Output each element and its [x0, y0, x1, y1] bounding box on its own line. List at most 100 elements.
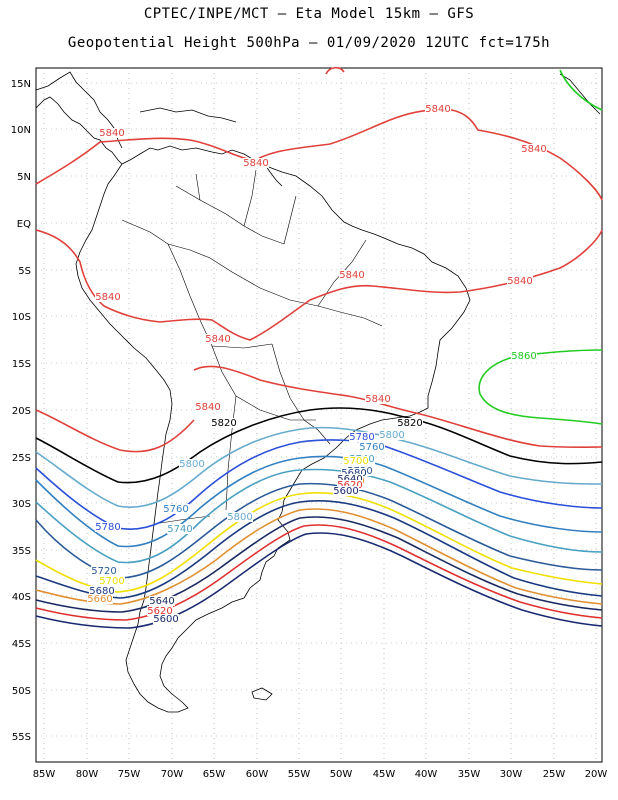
- lat-tick-label: 15S: [12, 359, 31, 370]
- contour-5620-line: [35, 524, 603, 621]
- contour-label-bg: [337, 474, 363, 484]
- caribbean-islands: [139, 107, 237, 123]
- contour-5620-label: 5620: [337, 480, 362, 491]
- contour-5600-label: 5600: [333, 486, 358, 497]
- lon-tick-label: 60W: [246, 769, 269, 780]
- contour-5620-label: 5620: [147, 606, 172, 617]
- title-line-1: CPTEC/INPE/MCT – Eta Model 15km – GFS: [143, 6, 475, 22]
- contour-5840-label: 5840: [521, 144, 546, 155]
- contour-label-bg: [167, 524, 193, 534]
- lon-tick-label: 20W: [585, 769, 608, 780]
- lat-tick-label: 10S: [12, 312, 31, 323]
- contour-5840-line: [325, 66, 345, 75]
- contour-5800-label: 5800: [227, 512, 252, 523]
- contour-5840-label: 5840: [365, 394, 390, 405]
- contour-label-bg: [333, 486, 359, 496]
- contour-label-bg: [379, 430, 405, 440]
- contour-5720-label: 5720: [91, 566, 116, 577]
- contour-5840-label: 5840: [243, 158, 268, 169]
- contour-label-bg: [511, 351, 537, 361]
- contour-label-bg: [339, 270, 365, 280]
- contour-label-bg: [205, 334, 231, 344]
- lat-tick-label: 50S: [12, 686, 31, 697]
- contour-5840-line: [35, 409, 195, 453]
- contour-5600-label: 5600: [153, 614, 178, 625]
- contour-label-bg: [153, 614, 179, 624]
- contour-lines: [35, 66, 603, 629]
- contour-5780-label: 5780: [349, 432, 374, 443]
- lat-tick-label: EQ: [17, 219, 31, 230]
- lon-tick-label: 35W: [458, 769, 481, 780]
- lon-tick-label: 80W: [76, 769, 99, 780]
- contour-5600-line: [35, 532, 603, 629]
- contour-label-bg: [195, 402, 221, 412]
- central-america-coast: [35, 96, 123, 165]
- latitude-labels: 15N 10N 5N EQ 5S 10S 15S 20S 25S 30S 35S 40S 45S 50S 5…: [11, 79, 31, 743]
- lon-tick-label: 75W: [118, 769, 141, 780]
- contour-label-bg: [89, 586, 115, 596]
- contour-5840-label: 5840: [425, 104, 450, 115]
- contour-label-bg: [147, 606, 173, 616]
- contour-5780-label: 5780: [95, 522, 120, 533]
- coastlines: [35, 71, 601, 713]
- contour-label-bg: [425, 104, 451, 114]
- contour-5640-line: [35, 516, 603, 613]
- south-america-coast: [75, 145, 471, 713]
- contour-label-bg: [365, 394, 391, 404]
- contour-label-bg: [99, 576, 125, 586]
- longitude-labels: 85W 80W 75W 70W 65W 60W 55W 50W 45W 40W 35W 30W 25W 2…: [33, 769, 608, 780]
- contour-5660-label: 5660: [87, 594, 112, 605]
- contour-5760-label: 5760: [359, 442, 384, 453]
- contour-label-bg: [95, 292, 121, 302]
- contour-5700-label: 5700: [99, 576, 124, 587]
- contour-5840-label: 5840: [339, 270, 364, 281]
- contour-5860-line: [478, 349, 603, 425]
- lon-tick-label: 40W: [415, 769, 438, 780]
- lat-tick-label: 35S: [12, 546, 31, 557]
- contour-label-bg: [227, 512, 253, 522]
- lat-tick-label: 40S: [12, 592, 31, 603]
- contour-label-bg: [343, 456, 369, 466]
- lon-tick-label: 85W: [33, 769, 56, 780]
- contour-5820-line: [35, 407, 603, 484]
- contour-label-bg: [337, 480, 363, 490]
- contour-5640-label: 5640: [337, 474, 362, 485]
- contour-label-bg: [521, 144, 547, 154]
- lat-tick-label: 5S: [18, 266, 31, 277]
- lat-tick-label: 5N: [17, 172, 31, 183]
- contour-5660-line: [35, 508, 603, 605]
- contour-label-bg: [91, 566, 117, 576]
- contour-5700-label: 5700: [343, 456, 368, 467]
- lon-tick-label: 25W: [543, 769, 566, 780]
- lat-tick-label: 25S: [12, 453, 31, 464]
- contour-label-bg: [341, 468, 367, 478]
- africa-coast: [559, 73, 601, 115]
- lat-tick-label: 30S: [12, 499, 31, 510]
- title-line-2: Geopotential Height 500hPa – 01/09/2020 …: [67, 35, 551, 51]
- contour-5840-label: 5840: [99, 128, 124, 139]
- contour-5800-label: 5800: [179, 459, 204, 470]
- lon-tick-label: 45W: [373, 769, 396, 780]
- contour-5840-label: 5840: [195, 402, 220, 413]
- lon-tick-label: 50W: [330, 769, 353, 780]
- contour-5860-line: [559, 69, 603, 111]
- lon-tick-label: 55W: [288, 769, 311, 780]
- contour-label-bg: [243, 158, 269, 168]
- contour-5760-line: [35, 455, 603, 548]
- contour-label-bg: [507, 276, 533, 286]
- lat-tick-label: 45S: [12, 639, 31, 650]
- contour-label-bg: [149, 596, 175, 606]
- contour-5700-line: [35, 491, 603, 593]
- lat-tick-label: 10N: [11, 125, 31, 136]
- lon-tick-label: 30W: [500, 769, 523, 780]
- contour-5740-line: [35, 468, 603, 564]
- contour-5860-label: 5860: [511, 351, 536, 362]
- lon-tick-label: 70W: [161, 769, 184, 780]
- lat-tick-label: 20S: [12, 406, 31, 417]
- contour-label-bg: [397, 418, 423, 428]
- contour-5800-label: 5800: [379, 430, 404, 441]
- contour-5840-label: 5840: [507, 276, 532, 287]
- contour-label-bg: [87, 594, 113, 604]
- contour-5680-label: 5680: [341, 468, 366, 479]
